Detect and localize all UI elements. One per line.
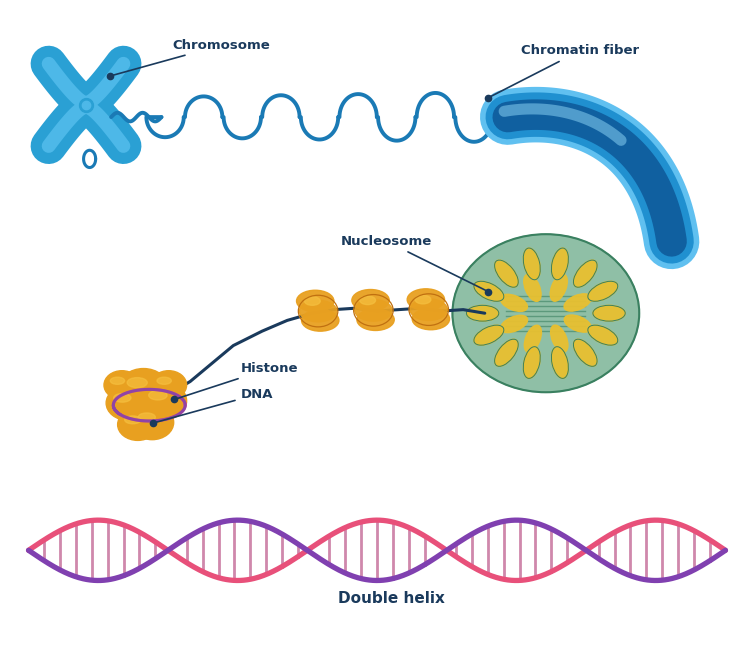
Ellipse shape <box>524 274 541 301</box>
Ellipse shape <box>564 315 591 332</box>
Ellipse shape <box>407 289 445 310</box>
Text: Chromatin fiber: Chromatin fiber <box>491 45 639 97</box>
Ellipse shape <box>357 309 394 330</box>
Ellipse shape <box>495 339 518 366</box>
Ellipse shape <box>110 377 124 384</box>
Ellipse shape <box>523 347 541 378</box>
Ellipse shape <box>588 281 618 301</box>
Ellipse shape <box>106 386 149 421</box>
Text: Nucleosome: Nucleosome <box>341 235 486 290</box>
Ellipse shape <box>474 281 504 301</box>
Ellipse shape <box>410 299 447 320</box>
Ellipse shape <box>138 413 155 422</box>
Ellipse shape <box>524 325 541 353</box>
Ellipse shape <box>412 308 449 330</box>
Ellipse shape <box>564 294 591 311</box>
Ellipse shape <box>157 377 171 384</box>
Ellipse shape <box>141 382 186 419</box>
Ellipse shape <box>551 347 569 378</box>
Ellipse shape <box>118 369 169 409</box>
Ellipse shape <box>452 234 639 392</box>
Ellipse shape <box>474 325 504 345</box>
Text: Histone: Histone <box>177 362 298 399</box>
Ellipse shape <box>354 299 392 321</box>
Ellipse shape <box>574 260 597 287</box>
Ellipse shape <box>501 316 528 332</box>
Ellipse shape <box>127 378 147 388</box>
Ellipse shape <box>588 325 618 345</box>
Ellipse shape <box>118 409 158 441</box>
Ellipse shape <box>467 305 499 321</box>
Ellipse shape <box>415 295 431 304</box>
Ellipse shape <box>551 248 569 280</box>
Ellipse shape <box>495 260 518 287</box>
Ellipse shape <box>550 274 567 301</box>
Ellipse shape <box>149 391 167 400</box>
Ellipse shape <box>124 416 141 424</box>
Ellipse shape <box>574 339 597 366</box>
Text: DNA: DNA <box>155 388 273 422</box>
Ellipse shape <box>151 371 186 399</box>
Ellipse shape <box>302 310 339 331</box>
Ellipse shape <box>296 290 334 312</box>
Ellipse shape <box>593 305 625 321</box>
Ellipse shape <box>550 325 568 352</box>
Ellipse shape <box>114 393 131 402</box>
Text: Double helix: Double helix <box>338 591 445 606</box>
Ellipse shape <box>299 300 337 322</box>
Ellipse shape <box>523 248 541 280</box>
Ellipse shape <box>104 371 140 399</box>
Ellipse shape <box>501 294 528 312</box>
Text: Chromosome: Chromosome <box>112 39 270 75</box>
Ellipse shape <box>352 290 389 311</box>
Ellipse shape <box>130 405 173 440</box>
Ellipse shape <box>305 297 320 305</box>
Ellipse shape <box>360 296 375 305</box>
